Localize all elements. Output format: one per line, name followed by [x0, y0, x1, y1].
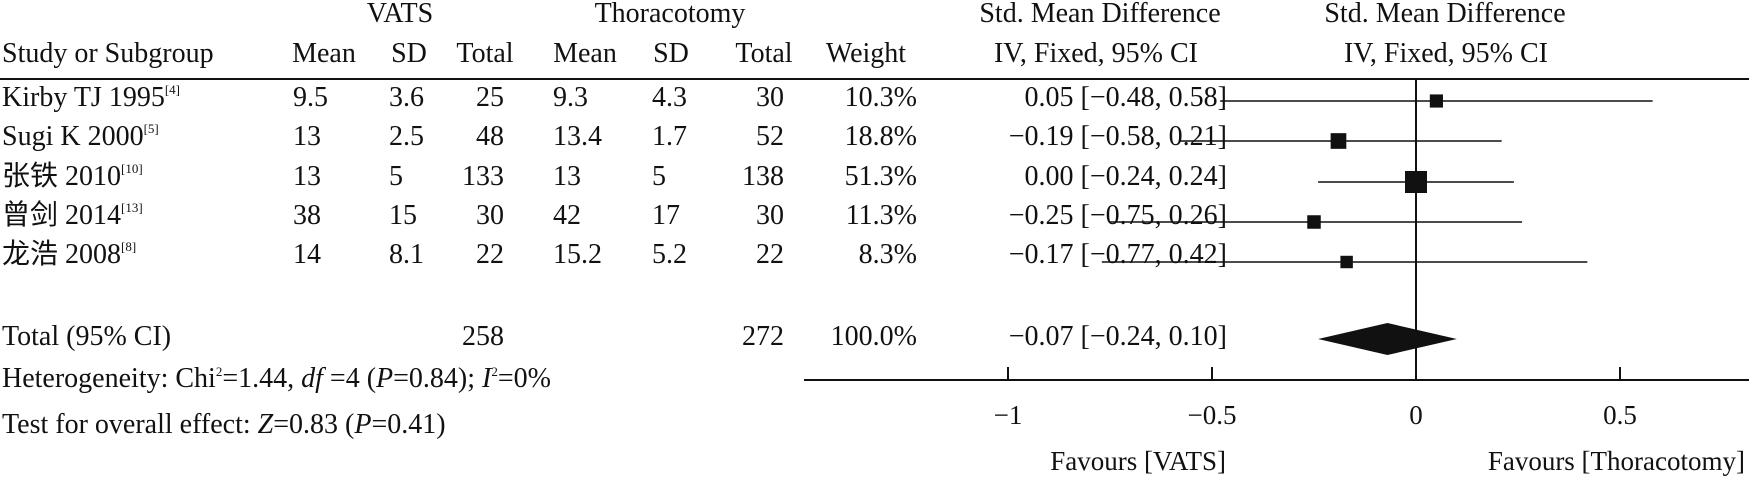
favours-right-label: Favours [Thoracotomy]: [1488, 446, 1745, 476]
study-name: 曾剑 2014[13]: [2, 199, 143, 231]
column-header-mean-vats: Mean: [292, 38, 356, 69]
plot-column-method: IV, Fixed, 95% CI: [1344, 38, 1548, 69]
cell-total-vats: 133: [462, 161, 504, 192]
heterogeneity-statistics: Heterogeneity: Chi2=1.44, df =4 (P=0.84)…: [2, 363, 551, 394]
cell-mean-thoracotomy: 13: [553, 161, 581, 192]
group-vats-heading: VATS: [367, 0, 433, 29]
x-axis-tick-label: 0: [1409, 400, 1423, 430]
cell-sd-vats: 5: [389, 161, 403, 192]
study-name: 张铁 2010[10]: [2, 160, 143, 192]
cell-total-thoracotomy: 30: [756, 200, 784, 231]
cell-weight: 10.3%: [845, 82, 917, 113]
cell-sd-thoracotomy: 4.3: [652, 82, 687, 113]
cell-sd-thoracotomy: 5.2: [652, 239, 687, 270]
effect-column-method: IV, Fixed, 95% CI: [994, 38, 1198, 69]
x-axis-tick-label: −0.5: [1188, 400, 1237, 430]
forest-plot-area: −1−0.500.51: [804, 79, 1749, 430]
column-header-study: Study or Subgroup: [2, 38, 214, 69]
favours-left-label: Favours [VATS]: [1050, 446, 1226, 476]
study-effect-marker: [1429, 94, 1443, 108]
cell-weight: 18.8%: [845, 121, 917, 152]
study-effect-marker: [1307, 215, 1321, 229]
x-axis-tick-label: 0.5: [1603, 400, 1637, 430]
column-header-sd-thoracotomy: SD: [653, 38, 689, 69]
study-name: Kirby TJ 1995[4]: [2, 82, 180, 113]
cell-total-thoracotomy: 22: [756, 239, 784, 270]
pooled-effect-diamond: [1318, 323, 1457, 355]
total-label: Total (95% CI): [2, 321, 171, 352]
cell-sd-thoracotomy: 17: [652, 200, 680, 231]
cell-effect-ci: −0.17 [−0.77, 0.42]: [1009, 239, 1227, 270]
cell-sd-thoracotomy: 1.7: [652, 121, 687, 152]
cell-total-vats: 30: [476, 200, 504, 231]
cell-mean-vats: 38: [293, 200, 321, 231]
cell-mean-thoracotomy: 9.3: [553, 82, 588, 113]
plot-column-title: Std. Mean Difference: [1324, 0, 1565, 29]
cell-weight: 51.3%: [845, 161, 917, 192]
column-header-weight: Weight: [826, 38, 906, 69]
cell-weight: 11.3%: [846, 200, 917, 231]
cell-total-thoracotomy: 138: [742, 161, 784, 192]
cell-total-thoracotomy: 30: [756, 82, 784, 113]
total-weight: 100.0%: [831, 321, 917, 352]
cell-sd-vats: 3.6: [389, 82, 424, 113]
cell-mean-thoracotomy: 42: [553, 200, 581, 231]
cell-total-vats: 22: [476, 239, 504, 270]
column-header-total-thoracotomy: Total: [735, 38, 792, 69]
cell-sd-thoracotomy: 5: [652, 161, 666, 192]
column-header-mean-thoracotomy: Mean: [553, 38, 617, 69]
study-name: 龙浩 2008[8]: [2, 238, 136, 270]
effect-column-title: Std. Mean Difference: [979, 0, 1220, 29]
study-effect-marker: [1340, 255, 1353, 269]
x-axis-tick-label: −1: [994, 400, 1023, 430]
cell-total-vats: 48: [476, 121, 504, 152]
cell-effect-ci: 0.05 [−0.48, 0.58]: [1025, 82, 1227, 113]
cell-sd-vats: 2.5: [389, 121, 424, 152]
cell-sd-vats: 15: [389, 200, 417, 231]
cell-sd-vats: 8.1: [389, 239, 424, 270]
cell-effect-ci: −0.25 [−0.75, 0.26]: [1009, 200, 1227, 231]
study-effect-marker: [1330, 133, 1347, 149]
cell-mean-thoracotomy: 15.2: [553, 239, 602, 270]
cell-mean-vats: 13: [293, 161, 321, 192]
cell-mean-vats: 9.5: [293, 82, 328, 113]
total-n-vats: 258: [462, 321, 504, 352]
cell-weight: 8.3%: [859, 239, 917, 270]
cell-total-vats: 25: [476, 82, 504, 113]
cell-mean-thoracotomy: 13.4: [553, 121, 602, 152]
total-effect-ci: −0.07 [−0.24, 0.10]: [1009, 321, 1227, 352]
total-n-thoracotomy: 272: [742, 321, 784, 352]
cell-mean-vats: 14: [293, 239, 321, 270]
cell-effect-ci: −0.19 [−0.58, 0.21]: [1009, 121, 1227, 152]
overall-effect-test: Test for overall effect: Z=0.83 (P=0.41): [2, 409, 446, 440]
study-rows: Kirby TJ 1995[4] 9.5 3.6 25 9.3 4.3 30 10.3% 0.0…: [2, 82, 1227, 270]
cell-effect-ci: 0.00 [−0.24, 0.24]: [1025, 161, 1227, 192]
cell-mean-vats: 13: [293, 121, 321, 152]
study-effect-marker: [1405, 171, 1427, 193]
group-thoracotomy-heading: Thoracotomy: [595, 0, 746, 29]
study-name: Sugi K 2000[5]: [2, 121, 159, 152]
cell-total-thoracotomy: 52: [756, 121, 784, 152]
column-header-total-vats: Total: [456, 38, 513, 69]
column-header-sd-vats: SD: [391, 38, 427, 69]
